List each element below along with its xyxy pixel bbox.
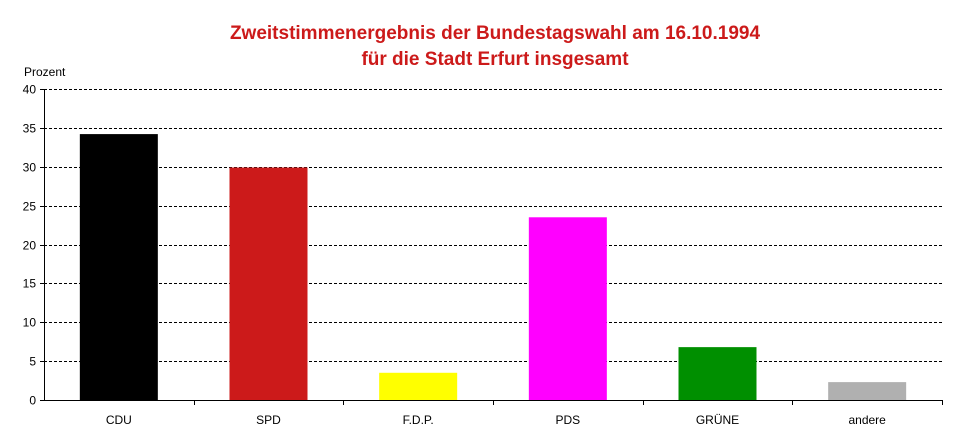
y-tick-label: 15 (23, 277, 37, 291)
x-tick-label: SPD (256, 413, 281, 427)
y-axis-label: Prozent (24, 65, 66, 79)
bar-andere (828, 382, 907, 400)
y-tick-label: 25 (23, 200, 37, 214)
chart-title: Zweitstimmenergebnis der Bundestagswahl … (230, 23, 761, 44)
y-tick-label: 35 (23, 122, 37, 136)
y-tick-label: 40 (23, 83, 37, 97)
y-tick-label: 0 (29, 394, 36, 408)
x-tick-labels: CDU SPD F.D.P. PDS GRÜNE andere (106, 413, 886, 427)
bar-fdp (379, 372, 458, 400)
chart-subtitle: für die Stadt Erfurt insgesamt (361, 49, 629, 70)
y-tick-label: 10 (23, 316, 37, 330)
bar-grüne (678, 347, 757, 400)
bar-pds (528, 217, 607, 400)
gridlines (44, 89, 942, 362)
axes (40, 89, 943, 405)
x-tick-label: andere (848, 413, 886, 427)
bar-cdu (79, 134, 158, 400)
y-tick-labels: 0 5 10 15 20 25 30 35 40 (23, 83, 37, 408)
x-tick-label: PDS (555, 413, 580, 427)
x-tick-label: CDU (106, 413, 132, 427)
y-tick-label: 20 (23, 239, 37, 253)
bars (79, 134, 907, 400)
y-tick-label: 30 (23, 161, 37, 175)
bar-spd (229, 167, 308, 400)
x-tick-label: GRÜNE (696, 413, 739, 427)
y-tick-label: 5 (29, 355, 36, 369)
x-tick-label: F.D.P. (403, 413, 434, 427)
